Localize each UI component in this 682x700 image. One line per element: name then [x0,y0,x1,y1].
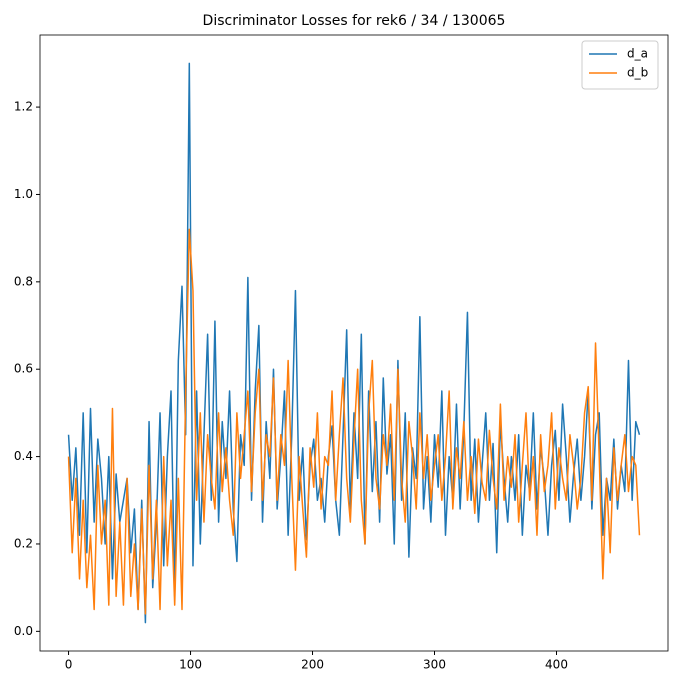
y-tick-label: 0.8 [14,274,33,288]
x-tick-label: 200 [301,658,324,672]
y-tick-label: 0.4 [14,449,33,463]
x-tick-label: 0 [65,658,73,672]
y-tick-label: 0.6 [14,362,33,376]
legend-label: d_a [627,47,648,61]
y-tick-label: 0.2 [14,536,33,550]
y-tick-label: 1.0 [14,187,33,201]
data-line [67,228,641,615]
x-tick-label: 300 [423,658,446,672]
legend-label: d_b [627,66,648,80]
x-tick-label: 100 [179,658,202,672]
data-line [67,62,641,624]
y-tick-label: 1.2 [14,100,33,114]
x-tick-label: 400 [545,658,568,672]
y-tick-label: 0.0 [14,624,33,638]
legend-box [581,40,659,90]
plot-frame [39,34,669,652]
chart-title: Discriminator Losses for rek6 / 34 / 130… [203,13,506,29]
